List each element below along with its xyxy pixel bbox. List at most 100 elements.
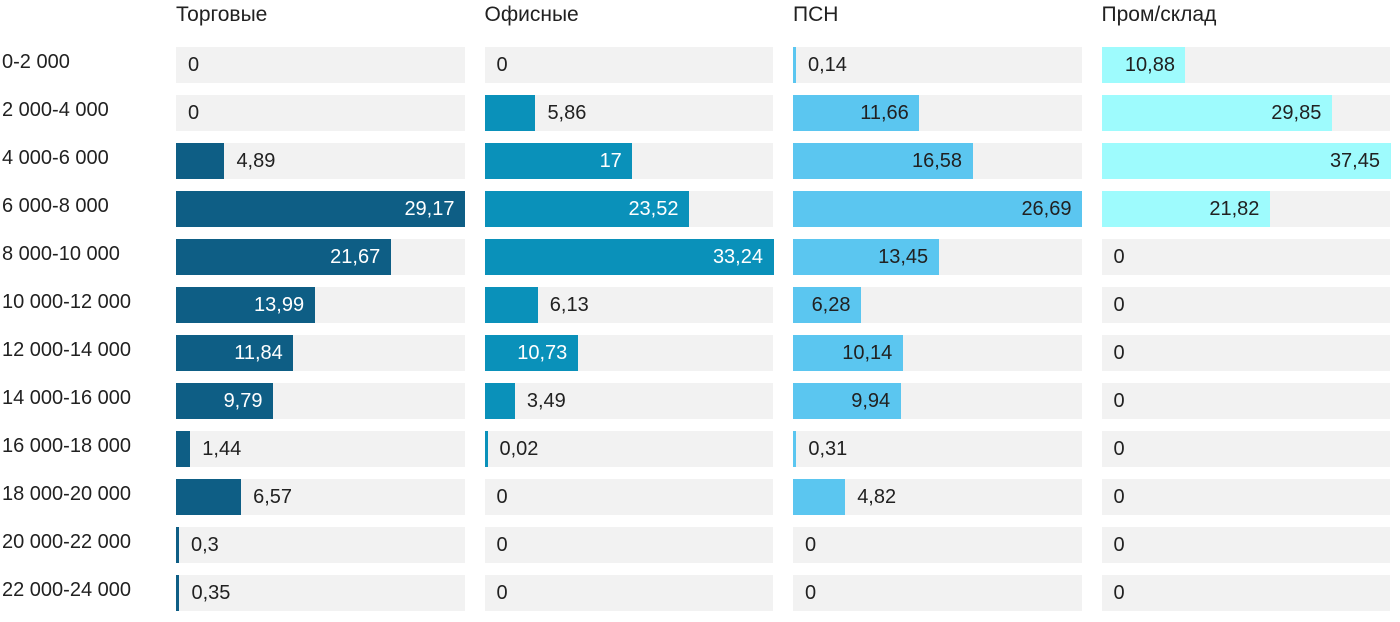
bar-track: 11,84 xyxy=(176,335,465,371)
bar xyxy=(484,431,488,467)
chart-row: 12 000-14 000 11,84 10,73 10,14 0 xyxy=(0,326,1390,374)
bar-value-label: 26,69 xyxy=(1021,198,1072,220)
row-label: 6 000-8 000 xyxy=(2,195,109,217)
row-label: 4 000-6 000 xyxy=(2,147,109,169)
row-label: 10 000-12 000 xyxy=(2,291,132,313)
bar-value-label: 21,67 xyxy=(330,246,381,268)
bar-value-label: 16,58 xyxy=(911,150,963,172)
bar-track: 0,31 xyxy=(793,431,1082,467)
bar xyxy=(176,239,391,275)
bar-track: 0 xyxy=(1101,431,1390,467)
bar-value-label: 29,85 xyxy=(1271,102,1322,124)
bar-track: 0,35 xyxy=(176,575,465,611)
bar-track: 0 xyxy=(1101,527,1390,563)
bar xyxy=(176,431,191,467)
bar-track: 4,82 xyxy=(793,479,1082,515)
bar-value-label: 21,82 xyxy=(1209,198,1260,220)
bar-value-label: 0,14 xyxy=(808,54,847,76)
bar-value-label: 9,79 xyxy=(223,390,263,412)
chart-row: 0-2 000 0 0 0,14 10,88 xyxy=(0,38,1390,86)
bar-value-label: 17 xyxy=(599,150,622,172)
bar-track: 0 xyxy=(1101,479,1390,515)
bar-track: 10,88 xyxy=(1101,47,1390,83)
bar xyxy=(484,239,774,275)
bar-value-label: 6,13 xyxy=(549,294,589,316)
bar-track: 0 xyxy=(793,527,1082,563)
bar-value-label: 23,52 xyxy=(628,198,679,220)
bar xyxy=(176,335,294,371)
row-label: 16 000-18 000 xyxy=(2,435,132,457)
bar xyxy=(793,383,901,419)
bar-track: 0 xyxy=(484,575,773,611)
bar-track: 26,69 xyxy=(793,191,1082,227)
column-header-psn: ПСН xyxy=(793,3,839,26)
bar-track: 0,3 xyxy=(176,527,465,563)
column-headers-row: Торговые Офисные ПСН Пром/склад xyxy=(0,2,1390,38)
bar-value-label: 13,45 xyxy=(878,246,929,268)
row-label: 12 000-14 000 xyxy=(2,339,132,361)
row-label: 20 000-22 000 xyxy=(2,531,132,553)
bar-value-label: 0 xyxy=(496,486,508,508)
bar-track: 0 xyxy=(484,479,773,515)
bar-value-label: 0,3 xyxy=(191,534,219,556)
bar xyxy=(793,95,920,131)
bar xyxy=(484,383,515,419)
bar-track: 0 xyxy=(176,47,465,83)
bar xyxy=(793,143,973,179)
bar-track: 6,13 xyxy=(484,287,773,323)
bar-track: 0,14 xyxy=(793,47,1082,83)
bar-track: 6,57 xyxy=(176,479,465,515)
bar-track: 0 xyxy=(793,575,1082,611)
bar-value-label: 3,49 xyxy=(526,390,566,412)
bar xyxy=(793,335,903,371)
bar-track: 0 xyxy=(1101,287,1390,323)
bar-value-label: 0,02 xyxy=(499,438,539,460)
bar-track: 13,99 xyxy=(176,287,465,323)
bar-track: 29,85 xyxy=(1101,95,1390,131)
bar-track: 3,49 xyxy=(484,383,773,419)
bar-value-label: 33,24 xyxy=(712,246,763,268)
bar-value-label: 0,31 xyxy=(808,438,848,460)
column-header-prom-sklad: Пром/склад xyxy=(1101,3,1217,26)
bar-value-label: 6,57 xyxy=(253,486,293,508)
bar-value-label: 10,73 xyxy=(517,342,568,364)
bar-track: 37,45 xyxy=(1101,143,1391,179)
bar xyxy=(793,287,861,323)
bar-track: 0 xyxy=(1101,335,1390,371)
bar-track: 0,02 xyxy=(484,431,773,467)
chart-rows: 0-2 000 0 0 0,14 10,88 2 000-4 000 0 5,86 11,66 2… xyxy=(0,38,1391,614)
bar-track: 23,52 xyxy=(484,191,773,227)
chart-row: 6 000-8 000 29,17 23,52 26,69 21,82 xyxy=(0,182,1390,230)
bar-track: 21,82 xyxy=(1101,191,1390,227)
bar xyxy=(176,383,273,419)
bar-value-label: 13,99 xyxy=(254,294,305,316)
bar-value-label: 11,84 xyxy=(234,342,283,364)
bar-value-label: 0 xyxy=(1113,294,1125,316)
bar-track: 0 xyxy=(484,47,773,83)
bar-track: 0 xyxy=(1101,239,1390,275)
bar-value-label: 0 xyxy=(496,54,508,76)
bar-value-label: 29,17 xyxy=(404,198,455,220)
chart-row: 4 000-6 000 4,89 17 16,58 37,45 xyxy=(0,134,1391,182)
bar-value-label: 0,35 xyxy=(191,582,231,604)
chart-row: 14 000-16 000 9,79 3,49 9,94 0 xyxy=(0,374,1390,422)
bar-track: 1,44 xyxy=(176,431,465,467)
bar-value-label: 4,82 xyxy=(857,486,897,508)
bar-value-label: 0 xyxy=(188,102,200,124)
bar-value-label: 0 xyxy=(1113,534,1125,556)
bar-value-label: 0 xyxy=(1113,582,1125,604)
bar xyxy=(1101,143,1391,179)
bar-track: 10,73 xyxy=(484,335,773,371)
bar-track: 0 xyxy=(176,95,465,131)
bar-value-label: 9,94 xyxy=(851,390,891,412)
bar-track: 0 xyxy=(484,527,773,563)
bar-track: 16,58 xyxy=(793,143,1082,179)
bar xyxy=(793,431,797,467)
bar-track: 0 xyxy=(1101,383,1390,419)
bar-track: 6,28 xyxy=(793,287,1082,323)
chart-row: 20 000-22 000 0,3 0 0 0 xyxy=(0,518,1390,566)
bar-track: 13,45 xyxy=(793,239,1082,275)
bar-track: 5,86 xyxy=(484,95,773,131)
bar xyxy=(1101,47,1186,83)
bar-track: 4,89 xyxy=(176,143,465,179)
